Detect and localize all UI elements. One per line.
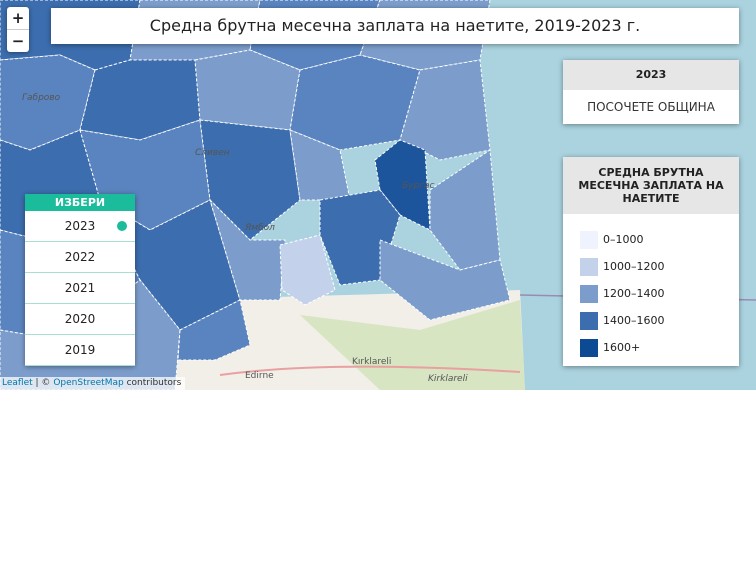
selector-title: ИЗБЕРИ xyxy=(25,194,135,211)
selected-dot xyxy=(117,221,127,231)
zoom-in[interactable]: + xyxy=(7,7,29,30)
attribution: Leaflet | © OpenStreetMap contributors xyxy=(0,377,186,390)
region xyxy=(177,299,251,361)
legend-title: СРЕДНА БРУТНА МЕСЕЧНА ЗАПЛАТА НА НАЕТИТЕ xyxy=(563,157,739,214)
legend-swatch xyxy=(580,231,598,249)
legend: СРЕДНА БРУТНА МЕСЕЧНА ЗАПЛАТА НА НАЕТИТЕ… xyxy=(563,157,739,366)
place-label: Kirklareli xyxy=(428,374,468,384)
road xyxy=(219,365,521,376)
region xyxy=(279,234,336,306)
region xyxy=(399,59,491,161)
legend-item: 1000–1200 xyxy=(580,258,665,276)
place-label: Kırklareli xyxy=(352,357,391,367)
zoom-out[interactable]: − xyxy=(11,32,25,50)
place-label: Ямбол xyxy=(244,223,275,233)
region xyxy=(379,239,511,321)
place-label: Бургас xyxy=(402,181,434,191)
info-year: 2023 xyxy=(563,60,739,90)
region xyxy=(289,54,421,151)
region xyxy=(289,129,351,201)
legend-label: 0–1000 xyxy=(603,233,644,246)
osm-link[interactable]: OpenStreetMap xyxy=(53,378,124,388)
legend-item: 1600+ xyxy=(580,339,640,357)
legend-item: 1400–1600 xyxy=(580,312,665,330)
year-option[interactable]: 2020 xyxy=(25,304,135,335)
zoom-control: + − xyxy=(7,7,29,52)
info-panel: 2023 ПОСОЧЕТЕ ОБЩИНА xyxy=(563,60,739,124)
legend-swatch xyxy=(580,339,598,357)
map-title: Средна брутна месечна заплата на наетите… xyxy=(51,8,739,44)
place-label: Edirne xyxy=(245,371,274,381)
legend-label: 1600+ xyxy=(603,341,641,354)
year-option[interactable]: 2022 xyxy=(25,242,135,273)
year-selector: ИЗБЕРИ 2023 2022 2021 2020 2019 xyxy=(25,194,135,366)
legend-label: 1000–1200 xyxy=(603,260,665,273)
legend-item: 0–1000 xyxy=(580,231,644,249)
region xyxy=(199,119,301,241)
year-option[interactable]: 2019 xyxy=(25,335,135,366)
attribution-text: contributors xyxy=(126,378,182,388)
region xyxy=(429,149,501,271)
leaflet-link[interactable]: Leaflet xyxy=(2,378,33,388)
legend-label: 1400–1600 xyxy=(603,314,665,327)
year-option[interactable]: 2023 xyxy=(25,211,135,242)
year-option[interactable]: 2021 xyxy=(25,273,135,304)
legend-label: 1200–1400 xyxy=(603,287,665,300)
region xyxy=(374,139,431,231)
attribution-sep: | © xyxy=(35,378,51,388)
place-label: Габрово xyxy=(22,93,61,103)
legend-swatch xyxy=(580,258,598,276)
place-label: Сливен xyxy=(195,148,230,158)
legend-swatch xyxy=(580,285,598,303)
legend-swatch xyxy=(580,312,598,330)
info-prompt: ПОСОЧЕТЕ ОБЩИНА xyxy=(587,100,715,114)
legend-item: 1200–1400 xyxy=(580,285,665,303)
